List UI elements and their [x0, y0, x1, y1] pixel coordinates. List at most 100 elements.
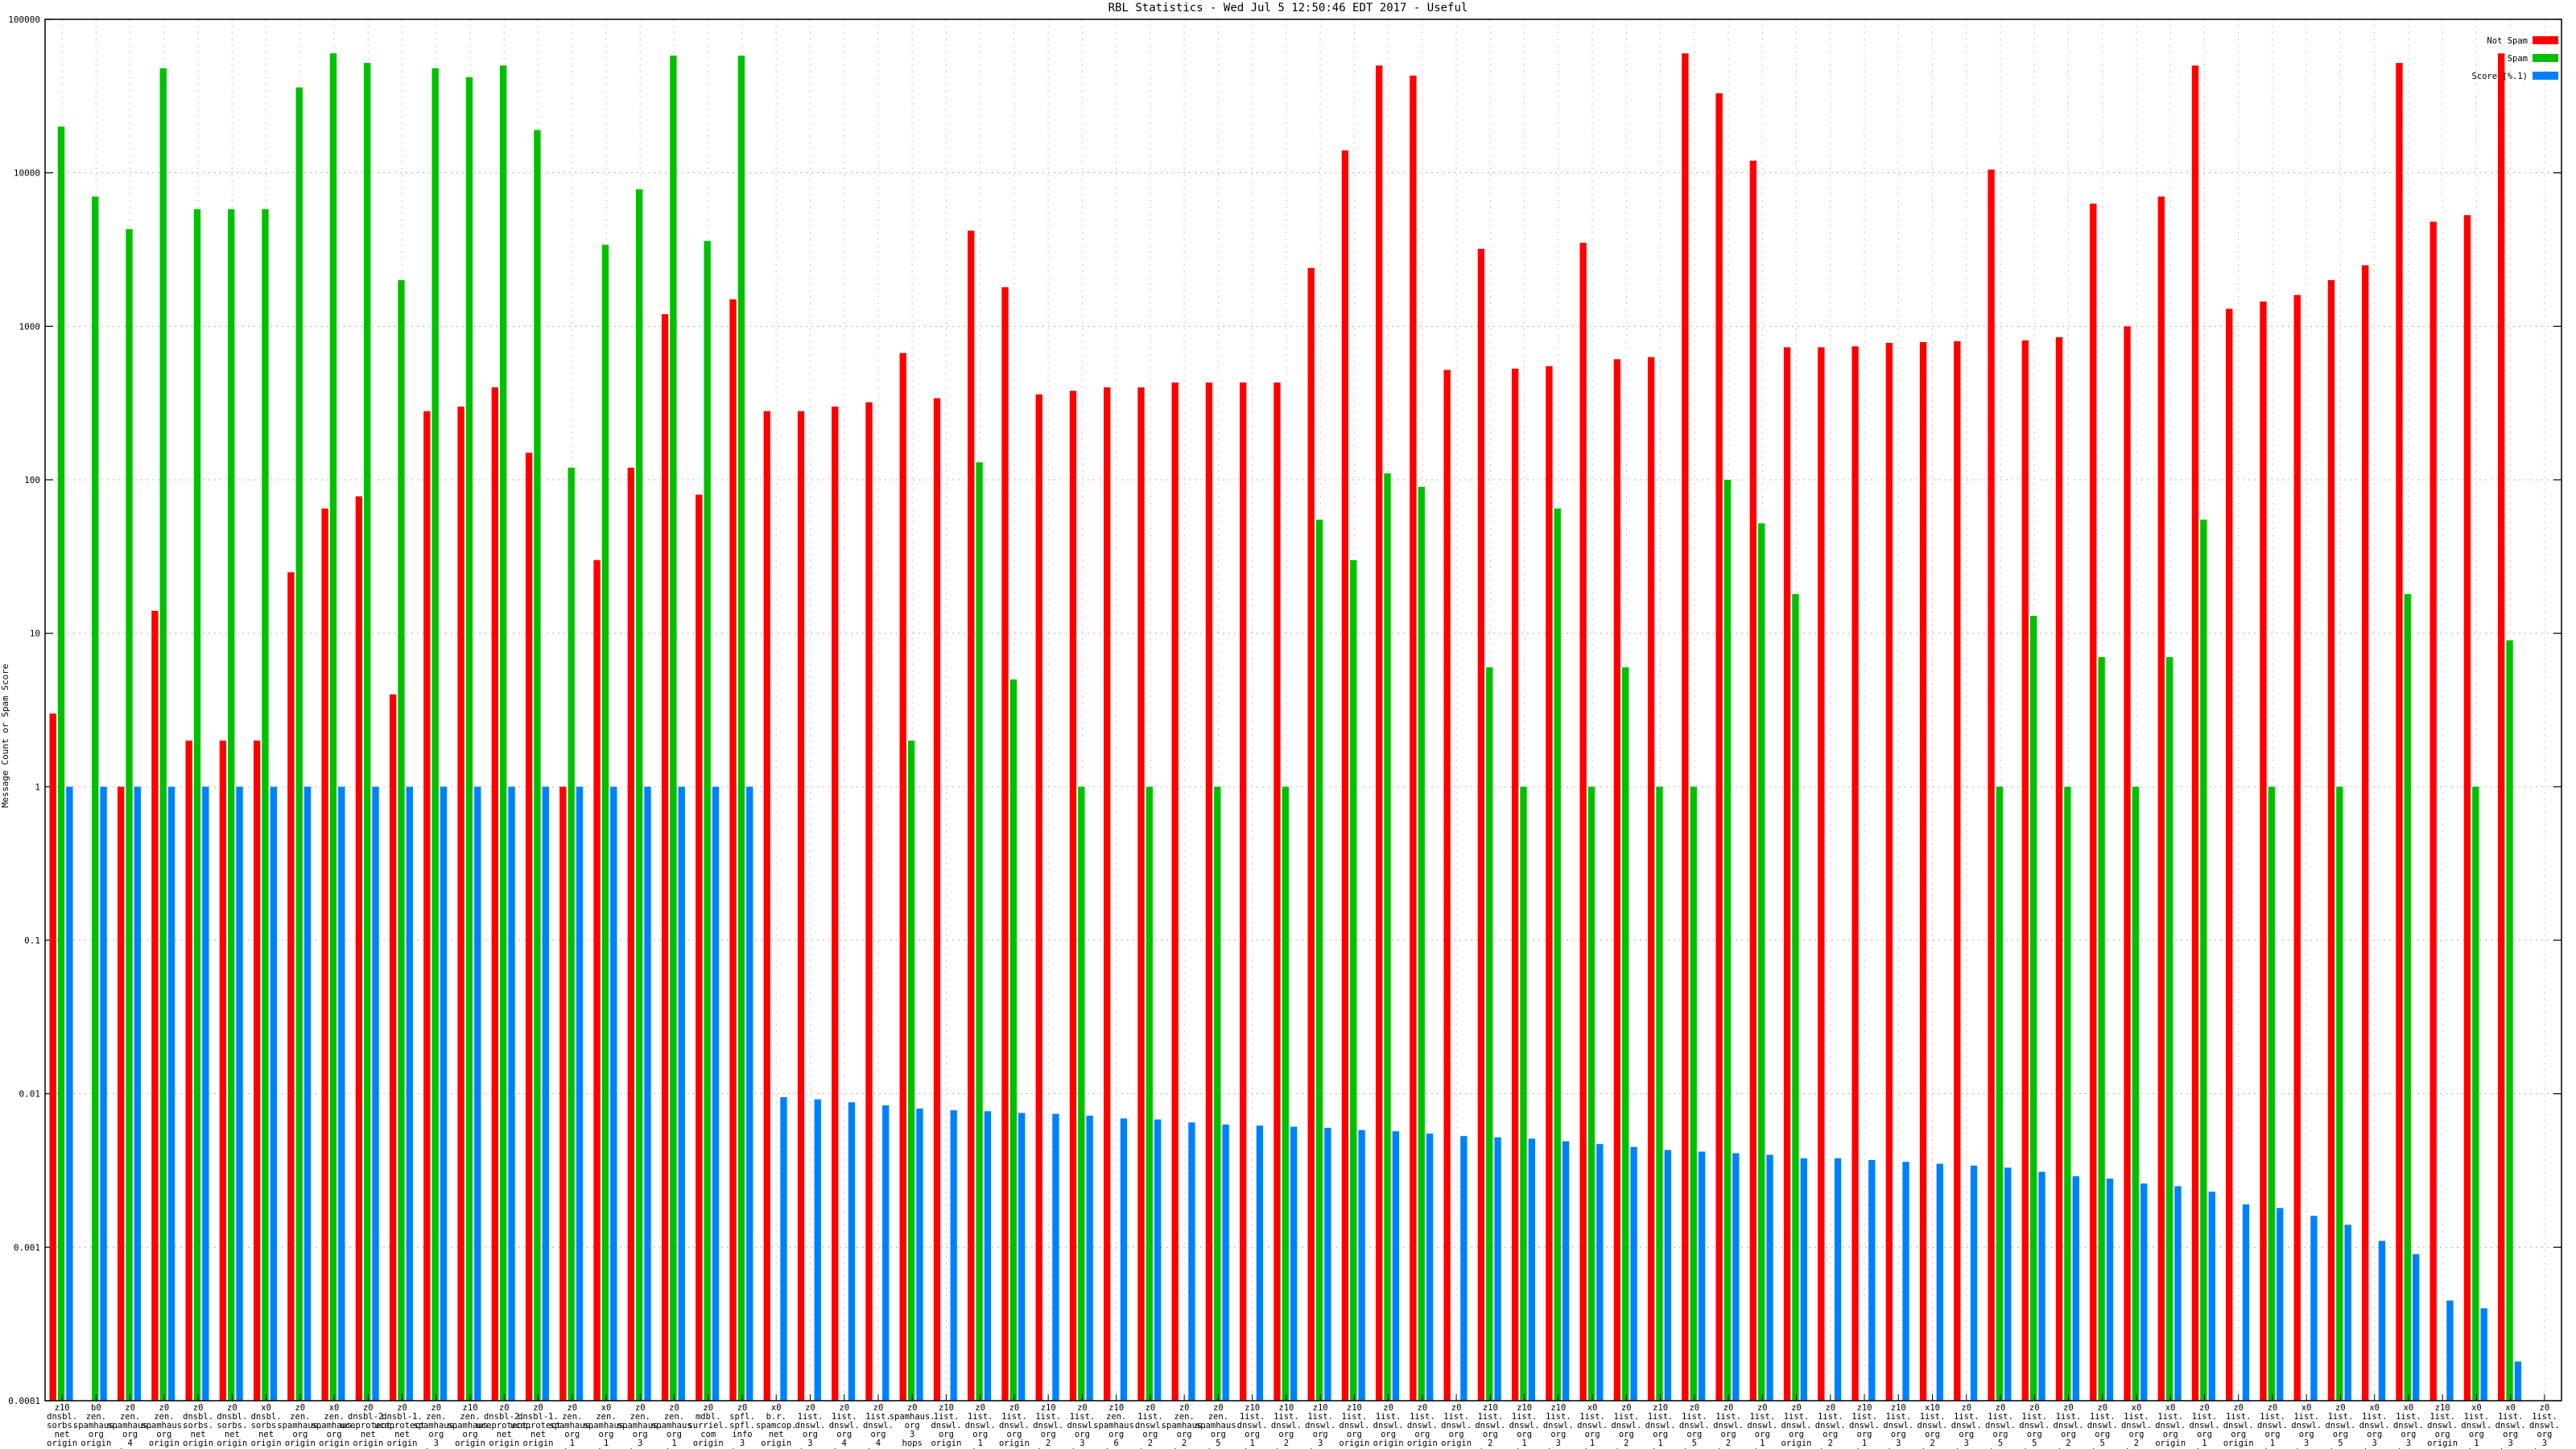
spam-bar	[1418, 486, 1425, 1402]
not-spam-bar	[832, 407, 839, 1402]
spam-bar	[1350, 559, 1357, 1401]
score-bar	[2378, 1241, 2386, 1401]
score-bar	[372, 786, 379, 1401]
x-tick-label: z0 1ist. dnswl. org origin	[999, 1403, 1030, 1448]
not-spam-bar	[355, 496, 363, 1401]
not-spam-bar	[1682, 53, 1689, 1401]
spam-bar	[1690, 786, 1697, 1401]
score-bar	[2412, 1254, 2420, 1401]
not-spam-bar	[1069, 390, 1077, 1401]
score-bar	[1936, 1163, 1943, 1401]
not-spam-bar	[117, 786, 125, 1401]
spam-bar	[126, 229, 133, 1401]
not-spam-bar	[968, 230, 975, 1401]
spam-bar	[329, 53, 337, 1401]
score-bar	[746, 786, 753, 1401]
y-tick-label: 100	[24, 475, 40, 485]
not-spam-bar	[2396, 63, 2403, 1402]
not-spam-bar	[185, 740, 192, 1401]
not-spam-bar	[2429, 221, 2437, 1401]
spam-bar	[295, 87, 303, 1402]
score-bar	[1664, 1150, 1671, 1401]
spam-bar	[159, 68, 167, 1402]
score-bar	[2004, 1167, 2012, 1401]
x-tick-label: z0 1ist. dnswl. org origin	[2223, 1403, 2254, 1448]
y-tick-label: 0.1	[24, 935, 40, 946]
not-spam-bar	[1307, 267, 1315, 1401]
score-bar	[338, 786, 345, 1401]
score-bar	[1460, 1136, 1468, 1401]
score-bar	[882, 1105, 890, 1401]
score-bar	[1256, 1125, 1264, 1401]
score-bar	[542, 786, 549, 1401]
y-tick-label: 0.001	[14, 1242, 40, 1253]
legend: Not Spam Spam Score (%.1)	[2471, 36, 2558, 81]
score-bar	[2310, 1216, 2318, 1401]
not-spam-bar	[1171, 382, 1179, 1401]
x-tick-label: x0 zen. spamhaus. org origin	[312, 1403, 357, 1448]
not-spam-bar	[2191, 65, 2199, 1402]
x-tick-label: z0 dnsbl-1. uceprotect. net origin	[374, 1403, 431, 1448]
score-bar	[1086, 1115, 1093, 1401]
spam-bar	[2472, 786, 2479, 1401]
spam-bar	[92, 196, 99, 1402]
spam-bar	[1384, 473, 1391, 1401]
score-bar	[202, 786, 209, 1401]
x-tick-label: z0 dnsbl-2. uceprotect. net origin	[341, 1403, 397, 1448]
spam-bar	[1282, 786, 1289, 1401]
spam-bar	[1520, 786, 1527, 1401]
score-bar	[1120, 1118, 1128, 1401]
x-tick-label: z0 1ist. dnswl. org origin	[1441, 1403, 1472, 1448]
score-bar	[950, 1110, 957, 1401]
score-bar	[576, 786, 584, 1401]
score-bar	[2106, 1179, 2114, 1401]
not-spam-bar	[1647, 357, 1655, 1401]
score-bar	[270, 786, 277, 1401]
spam-bar	[635, 189, 643, 1402]
x-tick-label: z0 zen. spamhaus. org origin	[277, 1403, 323, 1448]
spam-bar	[2200, 519, 2207, 1401]
not-spam-bar	[423, 411, 431, 1401]
score-bar	[134, 786, 142, 1401]
not-spam-bar	[797, 411, 805, 1401]
not-spam-bar	[899, 353, 906, 1401]
score-bar	[1766, 1154, 1773, 1401]
score-bar	[406, 786, 413, 1401]
y-tick-label: 1	[35, 782, 40, 792]
x-tick-label: z0 dnsbl-2. uceprotect. net origin	[477, 1403, 533, 1448]
spam-bar	[364, 63, 371, 1402]
spam-bar	[1724, 480, 1732, 1401]
legend-swatch	[2533, 36, 2558, 44]
x-tick-label: z0 1ist. dnswl. org origin	[1781, 1403, 1812, 1448]
score-bar	[1426, 1133, 1434, 1401]
not-spam-bar	[729, 299, 737, 1402]
not-spam-bar	[2327, 279, 2335, 1401]
spam-bar	[601, 244, 609, 1401]
score-bar	[678, 786, 685, 1401]
score-bar	[2174, 1186, 2182, 1401]
x-tick-label: z0 1ist. dnswl. org origin	[1373, 1403, 1404, 1448]
y-tick-label: 0.0001	[8, 1396, 40, 1406]
not-spam-bar	[1035, 394, 1042, 1402]
score-bar	[712, 786, 720, 1401]
spam-bar	[1146, 786, 1153, 1401]
score-bar	[2208, 1191, 2215, 1401]
score-bar	[1324, 1127, 1331, 1401]
legend-label: Not Spam	[2487, 36, 2528, 46]
score-bar	[2242, 1204, 2250, 1401]
spam-bar	[670, 56, 677, 1401]
